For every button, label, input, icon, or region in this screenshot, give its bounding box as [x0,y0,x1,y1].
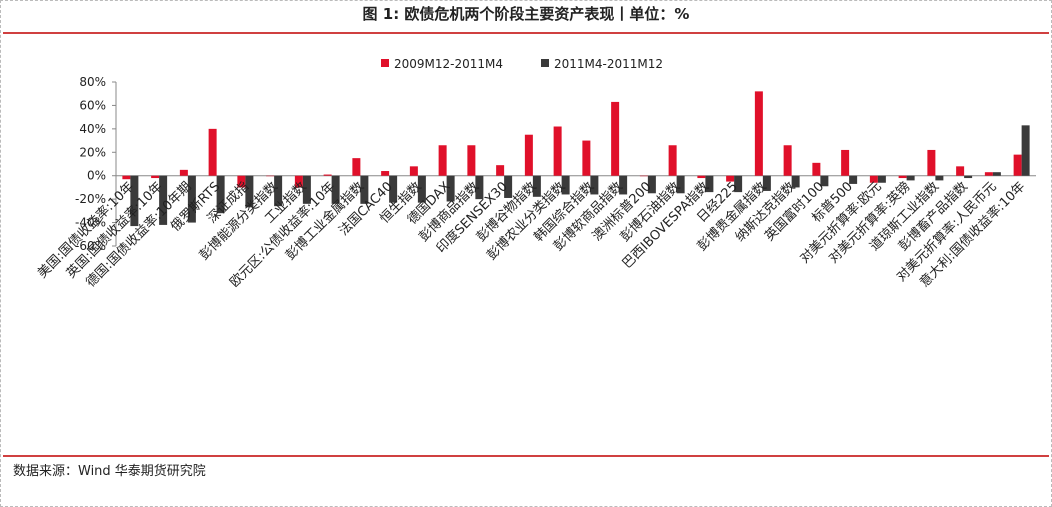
bar [812,162,821,176]
bar [409,166,418,176]
legend-swatch [541,59,549,67]
bar [582,140,591,176]
bar [496,165,505,176]
bar [237,175,246,188]
bar [208,128,217,176]
y-tick-label: 40% [79,122,106,136]
bar [726,175,735,182]
bar [524,134,533,176]
bar [151,175,160,179]
bar [676,175,685,194]
bar [532,175,541,197]
bar [389,175,398,203]
y-tick-label: -60% [75,239,106,253]
legend-swatch [381,59,389,67]
bar [956,166,965,176]
y-tick-label: 0% [87,169,106,183]
bar [619,175,628,195]
bar [869,175,878,183]
bar [130,175,139,227]
source: 数据来源：Wind 华泰期货研究院 [13,463,206,479]
bar [216,175,225,214]
bar [266,175,275,177]
bar [762,175,771,191]
bar [1021,125,1030,176]
bar [668,145,677,176]
bar [187,175,196,223]
bar [331,175,340,204]
y-tick-label: -40% [75,216,106,230]
bar [849,175,858,184]
bar [1013,154,1022,176]
bar [927,149,936,176]
bar [791,175,800,188]
bar [877,175,886,183]
bar [159,175,168,225]
title: 图 1: 欧债危机两个阶段主要资产表现丨单位：% [363,5,690,23]
bar [935,175,944,181]
bar [446,175,455,202]
bar [179,169,188,176]
bar [302,175,311,204]
y-tick-label: 60% [79,98,106,112]
y-tick-label: -20% [75,192,106,206]
bar [820,175,829,187]
bar [841,149,850,176]
bar [754,91,763,176]
bar [294,175,303,188]
bar [561,175,570,195]
bar [734,175,743,193]
bar [590,175,599,195]
bar [553,126,562,176]
bar [467,145,476,176]
bar [245,175,254,208]
legend-label: 2011M4-2011M12 [554,57,663,71]
bar [992,172,1001,176]
bar [352,158,361,176]
bar [639,175,648,177]
bar [964,175,973,179]
bar [611,101,620,176]
bar [274,175,283,207]
y-tick-label: 80% [79,75,106,89]
legend-label: 2009M12-2011M4 [394,57,503,71]
bar [697,175,706,179]
bar [647,175,656,194]
bar [783,145,792,176]
bar [417,175,426,203]
bar [323,174,332,176]
bar [475,175,484,200]
bar [984,172,993,176]
bar [438,145,447,176]
bar [705,175,714,193]
bar [898,175,907,179]
bar [381,171,390,176]
y-tick-label: 20% [79,145,106,159]
bar [360,175,369,204]
bar [906,175,915,181]
bar [504,175,513,198]
bar [122,175,131,180]
